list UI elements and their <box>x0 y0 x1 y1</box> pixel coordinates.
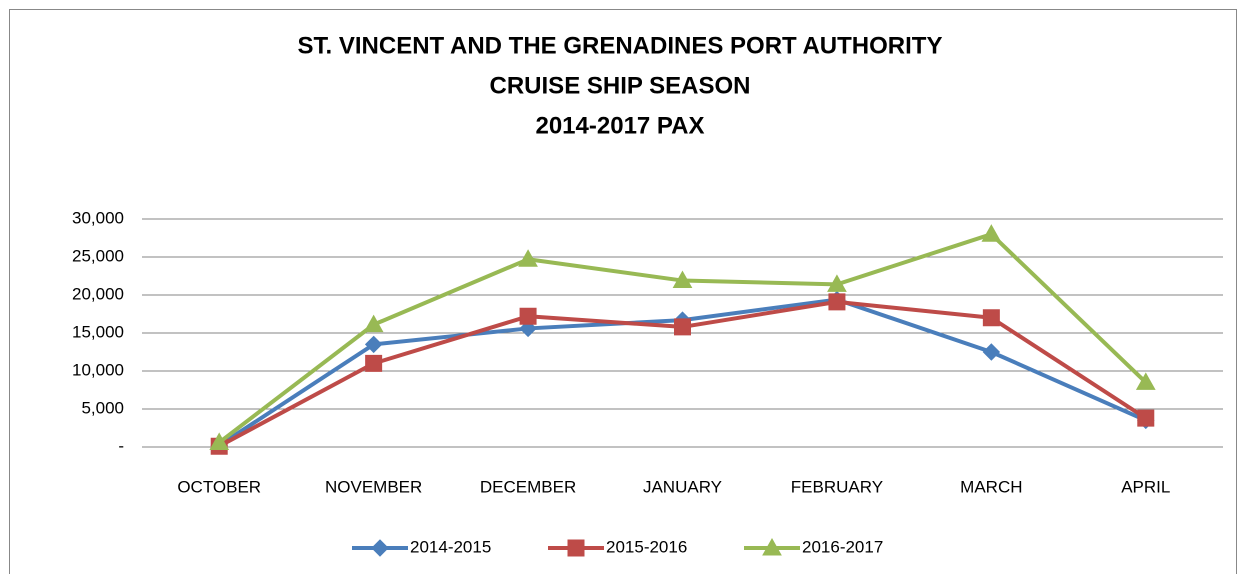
data-point <box>519 307 537 325</box>
y-tick-label: 5,000 <box>81 398 124 417</box>
y-tick-label: 10,000 <box>72 360 124 379</box>
data-point <box>365 354 383 372</box>
legend-label: 2014-2015 <box>410 537 491 556</box>
legend-marker <box>762 537 782 556</box>
x-tick-label: OCTOBER <box>177 477 261 496</box>
x-tick-label: MARCH <box>960 477 1022 496</box>
y-tick-label: 20,000 <box>72 284 124 303</box>
y-tick-label: - <box>118 436 124 455</box>
data-point <box>363 314 384 333</box>
chart-title: CRUISE SHIP SEASON <box>490 72 751 99</box>
x-tick-label: DECEMBER <box>480 477 576 496</box>
chart-title: 2014-2017 PAX <box>535 112 704 139</box>
chart-frame <box>9 9 1237 574</box>
data-point <box>828 293 846 311</box>
legend-label: 2015-2016 <box>606 537 687 556</box>
x-tick-label: FEBRUARY <box>791 477 883 496</box>
data-point <box>672 270 693 289</box>
legend-label: 2016-2017 <box>802 537 883 556</box>
data-point <box>982 343 1001 361</box>
data-point <box>981 224 1002 242</box>
x-tick-label: JANUARY <box>643 477 722 496</box>
legend-marker <box>567 539 585 557</box>
data-point <box>674 318 691 336</box>
y-tick-label: 15,000 <box>72 322 124 341</box>
x-tick-label: APRIL <box>1121 477 1170 496</box>
data-point <box>209 432 230 450</box>
data-point <box>518 249 538 267</box>
y-tick-label: 30,000 <box>72 208 124 227</box>
data-point <box>1137 409 1155 427</box>
data-point <box>982 309 1000 327</box>
legend-marker <box>371 539 389 557</box>
y-tick-label: 25,000 <box>72 246 124 265</box>
x-tick-label: NOVEMBER <box>325 477 422 496</box>
data-point <box>827 274 847 292</box>
chart-title: ST. VINCENT AND THE GRENADINES PORT AUTH… <box>298 32 943 59</box>
data-point <box>1135 372 1156 390</box>
data-point <box>364 335 383 354</box>
